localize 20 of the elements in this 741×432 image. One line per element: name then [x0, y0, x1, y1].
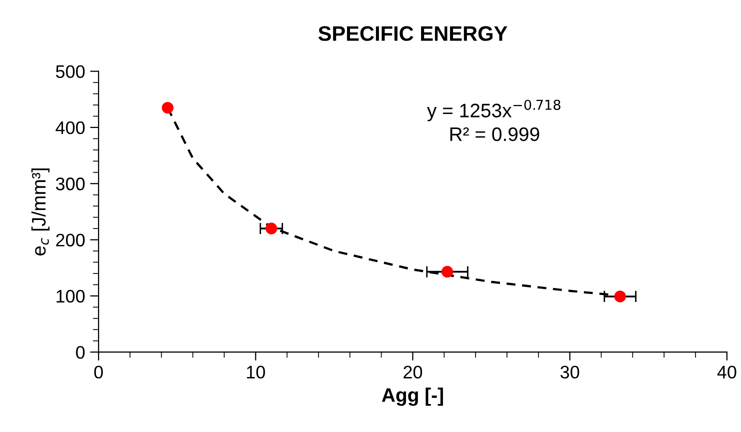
- y-tick-label: 0: [76, 346, 85, 359]
- x-tick-label: 10: [246, 366, 265, 379]
- y-tick-label: 100: [56, 290, 85, 303]
- y-tick-label: 500: [56, 65, 85, 78]
- x-tick-label: 30: [560, 366, 580, 379]
- annotation: R² = 0.999: [450, 127, 540, 142]
- point: [614, 290, 626, 302]
- x-axis-title: Agg [-]: [382, 388, 443, 406]
- point: [266, 222, 278, 234]
- x-tick-label: 0: [94, 366, 103, 379]
- y-tick-label: 200: [56, 234, 85, 246]
- x-tick-label: 20: [404, 366, 422, 379]
- point: [441, 266, 454, 278]
- point: [162, 102, 174, 114]
- annotation: y = 1253x$^{−0.718}$: [427, 100, 560, 122]
- chart-title: SPECIFIC ENERGY: [318, 26, 508, 41]
- y-tick-label: 300: [56, 178, 85, 190]
- x-tick-label: 40: [717, 366, 736, 379]
- y-axis-title: e$_{c}$ [J/mm³]: [31, 168, 50, 256]
- y-tick-label: 400: [56, 121, 85, 134]
